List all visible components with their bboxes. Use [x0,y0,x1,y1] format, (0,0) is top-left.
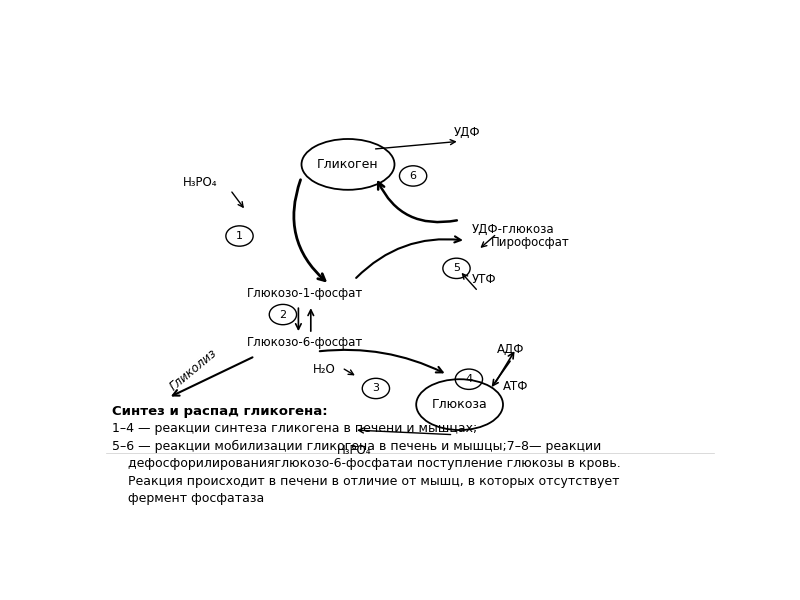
Text: H₃PO₄: H₃PO₄ [183,176,218,190]
Text: Глюкозо-1-фосфат: Глюкозо-1-фосфат [246,287,362,300]
Text: 4: 4 [466,374,473,384]
Text: Гликоген: Гликоген [317,158,379,171]
Text: 6: 6 [410,171,417,181]
Text: фермент фосфатаза: фермент фосфатаза [112,493,265,505]
Text: 1–4 — реакции синтеза гликогена в печени и мышцах;: 1–4 — реакции синтеза гликогена в печени… [112,422,478,435]
Text: Синтез и распад гликогена:: Синтез и распад гликогена: [112,404,328,418]
Text: H₃PO₄: H₃PO₄ [337,444,371,457]
Text: УТФ: УТФ [472,274,497,286]
Text: 1: 1 [236,231,243,241]
Text: Пирофосфат: Пирофосфат [490,236,570,250]
Text: 3: 3 [372,383,379,394]
Text: АТФ: АТФ [503,380,529,392]
Text: УДФ: УДФ [454,125,480,139]
Text: 2: 2 [279,310,286,320]
Text: 5: 5 [453,263,460,274]
Text: Гликолиз: Гликолиз [167,347,219,394]
Text: Реакция происходит в печени в отличие от мышц, в которых отсутствует: Реакция происходит в печени в отличие от… [112,475,620,488]
Text: H₂O: H₂O [313,364,336,376]
Text: дефосфорилированияглюкозо-6-фосфатаи поступление глюкозы в кровь.: дефосфорилированияглюкозо-6-фосфатаи пос… [112,457,621,470]
Text: Глюкоза: Глюкоза [432,398,487,411]
Text: 5–6 — реакции мобилизации гликогена в печень и мышцы;7–8— реакции: 5–6 — реакции мобилизации гликогена в пе… [112,440,602,453]
Text: АДФ: АДФ [497,343,524,356]
Text: УДФ-глюкоза: УДФ-глюкоза [472,223,554,236]
Text: Глюкозо-6-фосфат: Глюкозо-6-фосфат [246,336,362,349]
